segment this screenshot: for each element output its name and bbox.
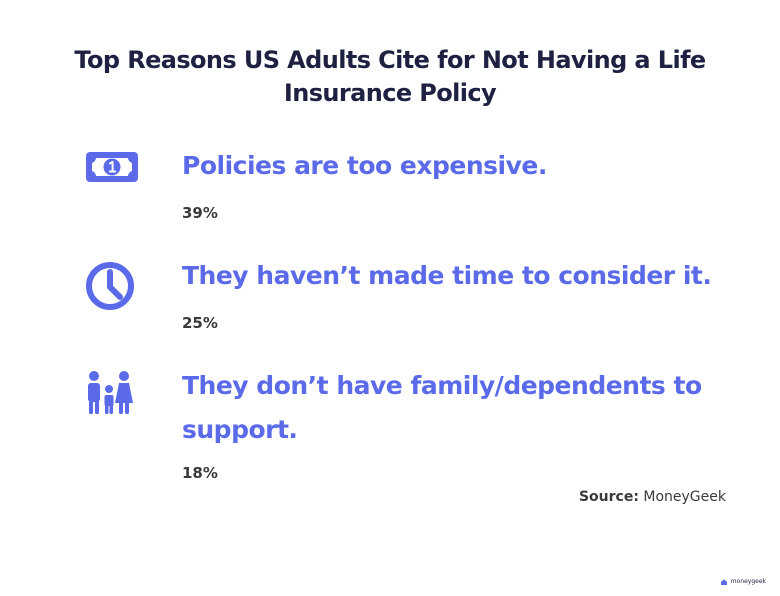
reason-percent: 39% xyxy=(182,204,218,222)
reason-text: Policies are too expensive. xyxy=(182,151,547,180)
money-bill-icon xyxy=(84,138,140,194)
source-note: Source: MoneyGeek xyxy=(579,487,726,507)
moneygeek-logo: moneygeek xyxy=(720,578,766,586)
page-title: Top Reasons US Adults Cite for Not Havin… xyxy=(74,46,706,107)
source-label: Source: xyxy=(578,489,639,505)
reason-percent: 25% xyxy=(182,314,218,332)
reason-text: They don’t have family/dependents to sup… xyxy=(182,371,702,444)
source-value: MoneyGeek xyxy=(643,489,726,505)
logo-text: moneygeek xyxy=(730,578,766,585)
logo-mark-icon xyxy=(720,579,727,585)
clock-icon xyxy=(84,258,140,314)
reason-percent: 18% xyxy=(182,464,218,482)
reason-text: They haven’t made time to consider it. xyxy=(182,261,712,290)
family-icon xyxy=(84,366,140,422)
